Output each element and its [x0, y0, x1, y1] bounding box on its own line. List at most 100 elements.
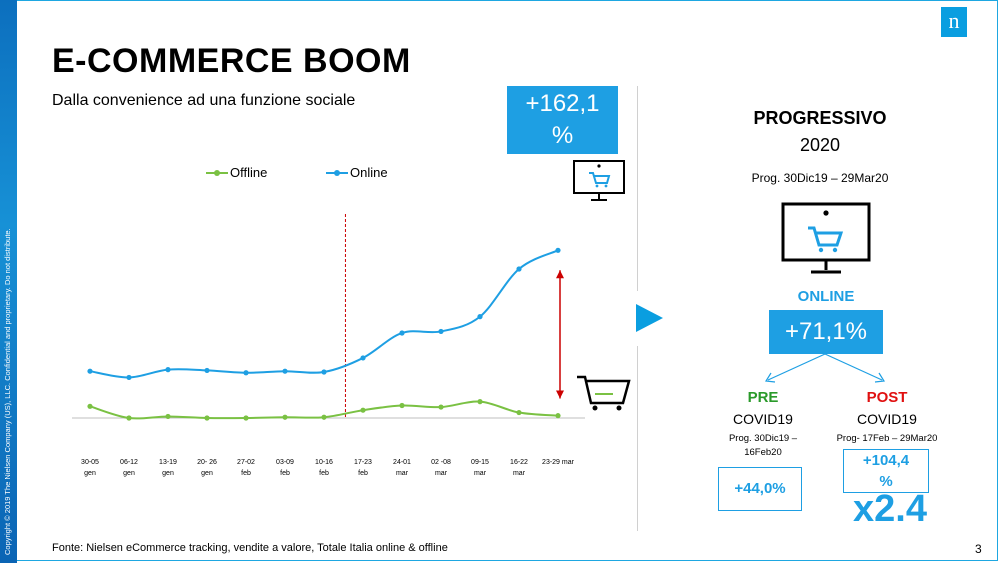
- data-point-offline: [282, 414, 288, 420]
- data-point-online: [516, 266, 522, 272]
- pre-covid-range-line2: 16Feb20: [744, 447, 782, 458]
- page-subtitle: Dalla convenience ad una funzione social…: [52, 92, 356, 109]
- legend-offline-swatch: [206, 169, 228, 176]
- x-tick-label-month: mar: [395, 470, 409, 477]
- x-tick-label-month: gen: [162, 470, 174, 477]
- x-tick-label-month: gen: [123, 470, 135, 477]
- data-point-online: [204, 367, 210, 374]
- x-tick-label-period: 16-22: [510, 459, 528, 466]
- data-point-online: [477, 314, 483, 320]
- x-tick-label-month: gen: [201, 470, 213, 477]
- x-tick-label-month: mar: [473, 470, 487, 477]
- x-tick-label: 23-29 mar: [539, 457, 577, 468]
- x-tick-label-period: 24-01: [393, 459, 411, 466]
- x-tick-label: 27-02 feb: [227, 457, 265, 479]
- data-point-offline: [516, 409, 522, 416]
- pre-covid-range: Prog. 30Dic19 – 16Feb20: [713, 432, 813, 460]
- x-tick-label-period: 27-02: [237, 459, 255, 466]
- x-tick-label-period: 03-09: [276, 459, 294, 466]
- play-arrow-icon: [636, 304, 663, 332]
- x-tick-label-period: 23-29 mar: [542, 459, 574, 466]
- post-covid-range: Prog- 17Feb – 29Mar20: [836, 433, 938, 444]
- data-point-offline: [360, 407, 366, 413]
- x-tick-label: 09-15 mar: [461, 457, 499, 479]
- x-tick-label: 02 -08 mar: [422, 457, 460, 479]
- x-tick-label: 03-09 feb: [266, 457, 304, 479]
- legend-online: Online: [326, 165, 388, 180]
- growth-arrow: [556, 270, 564, 399]
- monitor-cart-icon: [573, 160, 625, 201]
- source-footnote: Fonte: Nielsen eCommerce tracking, vendi…: [52, 542, 448, 554]
- data-point-online: [126, 374, 132, 381]
- post-covid-growth-unit: %: [879, 473, 893, 490]
- x-tick-label-period: 10-16: [315, 459, 333, 466]
- legend-offline-label: Offline: [230, 165, 268, 180]
- split-arrows: [764, 353, 886, 383]
- online-growth-kpi: +162,1 %: [507, 86, 618, 154]
- x-tick-label-month: mar: [512, 470, 526, 477]
- growth-multiplier: x2.4: [853, 488, 927, 530]
- copyright-text: Copyright © 2019 The Nielsen Company (US…: [3, 228, 12, 555]
- x-tick-label-month: feb: [280, 470, 290, 477]
- legend-online-label: Online: [350, 165, 388, 180]
- data-point-online: [87, 368, 93, 374]
- data-point-offline: [126, 415, 132, 421]
- post-covid-title: POST: [866, 389, 908, 406]
- sales-line-chart: [72, 214, 585, 421]
- x-tick-label: 20- 26 gen: [188, 457, 226, 479]
- data-point-offline: [555, 413, 561, 419]
- data-point-offline: [399, 402, 405, 409]
- x-tick-label-period: 02 -08: [431, 459, 451, 466]
- x-tick-label-period: 13-19: [159, 459, 177, 466]
- data-point-offline: [438, 404, 444, 410]
- page-number: 3: [975, 542, 982, 556]
- online-growth-value: +162,1: [525, 90, 600, 117]
- legend-online-swatch: [326, 169, 348, 176]
- data-point-online: [243, 370, 249, 376]
- data-point-online: [282, 368, 288, 374]
- series-line-online: [89, 249, 559, 379]
- section-divider-bottom: [637, 346, 638, 531]
- x-tick-label-month: gen: [84, 470, 96, 477]
- pre-covid-title: PRE: [747, 389, 779, 406]
- data-point-offline: [477, 399, 483, 405]
- x-tick-label-period: 17-23: [354, 459, 372, 466]
- online-label: ONLINE: [797, 288, 855, 305]
- copyright-sidebar: Copyright © 2019 The Nielsen Company (US…: [0, 0, 17, 563]
- x-tick-label: 30-05 gen: [71, 457, 109, 479]
- x-tick-label: 16-22 mar: [500, 457, 538, 479]
- nielsen-logo: n: [941, 7, 967, 37]
- x-tick-label: 17-23 feb: [344, 457, 382, 479]
- pre-covid-subtitle: COVID19: [733, 411, 793, 427]
- data-point-offline: [165, 413, 171, 420]
- data-point-offline: [204, 415, 210, 421]
- x-tick-label-period: 06-12: [120, 459, 138, 466]
- data-point-offline: [87, 403, 93, 409]
- post-covid-growth-value: +104,4: [862, 452, 910, 469]
- page-title: E-COMMERCE BOOM: [52, 42, 411, 80]
- data-point-online: [438, 328, 444, 335]
- data-point-online: [165, 367, 171, 373]
- legend-offline: Offline: [206, 165, 267, 180]
- progressive-year: 2020: [799, 135, 841, 155]
- data-point-online: [360, 355, 366, 361]
- online-growth-unit: %: [551, 122, 574, 149]
- x-tick-label: 24-01 mar: [383, 457, 421, 479]
- x-tick-label: 06-12 gen: [110, 457, 148, 479]
- x-tick-label-period: 30-05: [81, 459, 99, 466]
- data-point-online: [399, 330, 405, 336]
- shopping-cart-icon: [577, 375, 631, 411]
- x-tick-label: 10-16 feb: [305, 457, 343, 479]
- progressive-title: PROGRESSIVO: [753, 108, 887, 128]
- data-point-online: [555, 247, 561, 253]
- progressive-range: Prog. 30Dic19 – 29Mar20: [751, 171, 889, 185]
- post-covid-subtitle: COVID19: [857, 411, 917, 427]
- x-tick-label-month: feb: [319, 470, 329, 477]
- x-tick-label-period: 09-15: [471, 459, 489, 466]
- x-tick-label-period: 20- 26: [197, 459, 217, 466]
- monitor-large-icon: [781, 202, 871, 274]
- post-covid-growth: +104,4 %: [843, 449, 929, 493]
- data-point-offline: [243, 415, 249, 421]
- x-tick-label: 13-19 gen: [149, 457, 187, 479]
- x-tick-label-month: mar: [434, 470, 448, 477]
